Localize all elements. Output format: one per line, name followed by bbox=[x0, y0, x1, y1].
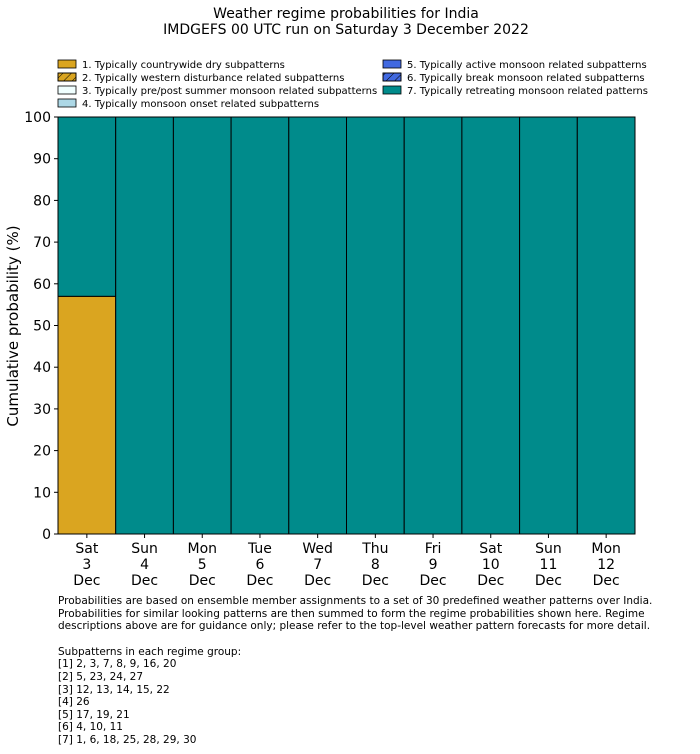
groups-heading: Subpatterns in each regime group: bbox=[58, 645, 242, 658]
x-tick-label: Sun bbox=[535, 541, 562, 557]
bar-segment bbox=[288, 116, 347, 535]
legend-swatch-hatch bbox=[382, 72, 402, 82]
x-tick-label: Sat bbox=[479, 541, 502, 557]
x-tick-label: Dec bbox=[362, 573, 389, 589]
legend-label: 3. Typically pre/post summer monsoon rel… bbox=[82, 86, 377, 97]
legend-label: 6. Typically break monsoon related subpa… bbox=[407, 73, 645, 84]
x-tick-label: Dec bbox=[246, 573, 273, 589]
x-tick-label: 5 bbox=[198, 557, 207, 573]
x-tick-label: Thu bbox=[361, 541, 388, 557]
x-tick-label: Dec bbox=[477, 573, 504, 589]
y-tick-label: 0 bbox=[42, 527, 51, 543]
legend-swatch bbox=[382, 59, 402, 69]
group-line: [7] 1, 6, 18, 25, 28, 29, 30 bbox=[58, 733, 197, 746]
y-tick-label: 60 bbox=[33, 277, 51, 293]
group-line: [2] 5, 23, 24, 27 bbox=[58, 670, 143, 683]
x-tick-label: Mon bbox=[187, 541, 217, 557]
bar-segment bbox=[115, 116, 174, 535]
y-tick-label: 70 bbox=[33, 235, 51, 251]
group-line: [6] 4, 10, 11 bbox=[58, 721, 123, 734]
y-tick-label: 80 bbox=[33, 193, 51, 209]
group-line: [1] 2, 3, 7, 8, 9, 16, 20 bbox=[58, 658, 177, 671]
bar-segment bbox=[346, 116, 405, 535]
legend-swatch bbox=[57, 98, 77, 108]
x-tick-label: Sun bbox=[131, 541, 158, 557]
x-tick-label: Tue bbox=[247, 541, 272, 557]
bar-segment bbox=[57, 295, 117, 535]
y-tick-label: 90 bbox=[33, 152, 51, 168]
legend-swatch-hatch bbox=[57, 72, 77, 82]
legend-swatch bbox=[382, 85, 402, 95]
x-tick-label: 10 bbox=[482, 557, 500, 573]
legend-label: 5. Typically active monsoon related subp… bbox=[407, 60, 647, 71]
x-tick-label: Sat bbox=[75, 541, 98, 557]
bar-segment bbox=[230, 116, 290, 535]
notes-line: Probabilities are based on ensemble memb… bbox=[58, 595, 653, 607]
notes-line: descriptions above are for guidance only… bbox=[58, 620, 651, 633]
y-axis-label: Cumulative probability (%) bbox=[4, 225, 22, 426]
legend-label: 1. Typically countrywide dry subpatterns bbox=[82, 60, 285, 71]
legend: 1. Typically countrywide dry subpatterns… bbox=[57, 59, 648, 110]
bar-segment bbox=[519, 116, 578, 535]
x-tick-label: Wed bbox=[302, 541, 333, 557]
notes: Probabilities are based on ensemble memb… bbox=[58, 595, 652, 747]
x-tick-label: 4 bbox=[140, 557, 149, 573]
x-tick-label: 6 bbox=[255, 557, 264, 573]
x-tick-label: Dec bbox=[593, 573, 620, 589]
chart-title: Weather regime probabilities for India bbox=[213, 6, 479, 22]
x-tick-label: Dec bbox=[189, 573, 216, 589]
y-tick-label: 50 bbox=[33, 319, 51, 335]
group-line: [3] 12, 13, 14, 15, 22 bbox=[58, 683, 170, 696]
notes-line: Probabilities for similar looking patter… bbox=[58, 607, 645, 620]
y-tick-label: 20 bbox=[33, 444, 51, 460]
bar-segment bbox=[172, 116, 232, 535]
y-tick-label: 30 bbox=[33, 402, 51, 418]
x-tick-label: Dec bbox=[535, 573, 562, 589]
x-tick-label: 12 bbox=[597, 557, 615, 573]
x-tick-label: Dec bbox=[131, 573, 158, 589]
x-tick-label: Dec bbox=[420, 573, 447, 589]
x-tick-label: 3 bbox=[82, 557, 91, 573]
x-tick-label: Dec bbox=[73, 573, 100, 589]
y-tick-label: 100 bbox=[24, 110, 51, 126]
bars: Sat3DecSun4DecMon5DecTue6DecWed7DecThu8D… bbox=[57, 116, 636, 589]
group-line: [4] 26 bbox=[58, 696, 90, 709]
chart-subtitle: IMDGEFS 00 UTC run on Saturday 3 Decembe… bbox=[163, 22, 529, 38]
y-tick-label: 10 bbox=[33, 485, 51, 501]
x-tick-label: Fri bbox=[425, 541, 442, 557]
x-tick-label: Dec bbox=[304, 573, 331, 589]
x-tick-label: 11 bbox=[540, 557, 558, 573]
legend-label: 2. Typically western disturbance related… bbox=[82, 73, 344, 84]
legend-label: 7. Typically retreating monsoon related … bbox=[407, 86, 648, 97]
bar-segment bbox=[403, 116, 463, 535]
legend-swatch bbox=[57, 59, 77, 69]
y-tick-label: 40 bbox=[33, 360, 51, 376]
legend-label: 4. Typically monsoon onset related subpa… bbox=[82, 99, 319, 110]
bar-segment bbox=[57, 116, 117, 297]
bar-segment bbox=[461, 116, 521, 535]
axes: 0 10 20 30 40 50 60 70 80 90 100 bbox=[24, 110, 636, 543]
legend-swatch bbox=[57, 85, 77, 95]
x-tick-label: Mon bbox=[591, 541, 621, 557]
x-tick-label: 7 bbox=[313, 557, 322, 573]
x-tick-label: 9 bbox=[429, 557, 438, 573]
x-tick-label: 8 bbox=[371, 557, 380, 573]
bar-segment bbox=[576, 116, 636, 535]
chart-svg: Weather regime probabilities for India I… bbox=[4, 6, 648, 589]
group-line: [5] 17, 19, 21 bbox=[58, 708, 130, 721]
